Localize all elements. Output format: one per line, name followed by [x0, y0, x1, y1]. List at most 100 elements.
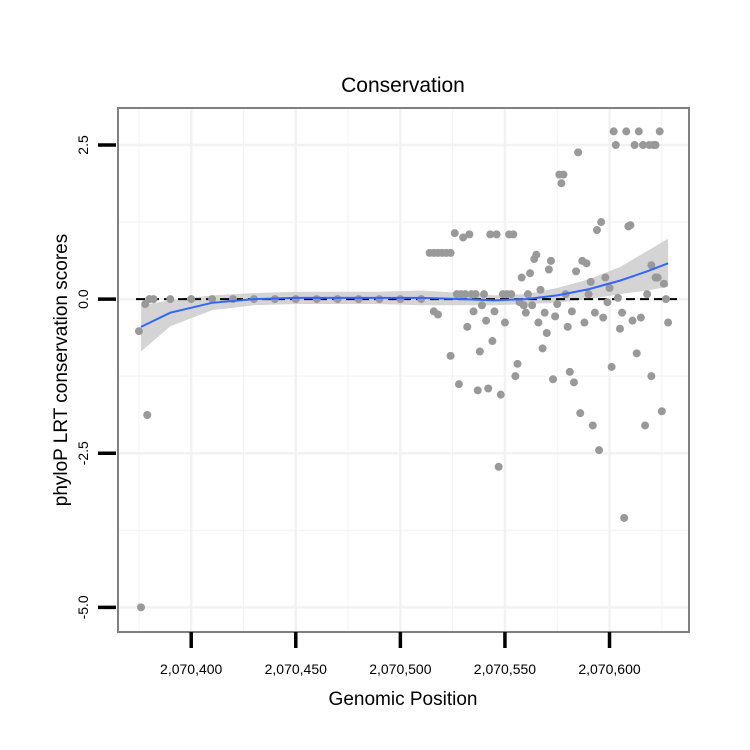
data-point: [664, 318, 673, 327]
data-point: [354, 295, 363, 304]
data-point: [620, 513, 629, 522]
data-point: [536, 285, 545, 294]
data-point: [482, 316, 491, 325]
data-point: [559, 170, 568, 179]
x-tick-label: 2,070,400: [160, 661, 222, 677]
data-point: [291, 295, 300, 304]
data-point: [638, 140, 647, 149]
data-point: [459, 233, 468, 242]
data-point: [540, 308, 549, 317]
data-point: [622, 127, 631, 136]
data-point: [523, 290, 532, 299]
data-point: [496, 390, 505, 399]
data-point: [611, 140, 620, 149]
data-point: [166, 295, 175, 304]
data-point: [532, 250, 541, 259]
x-tick-label: 2,070,550: [474, 661, 536, 677]
data-point: [655, 127, 664, 136]
data-point: [333, 295, 342, 304]
data-point: [628, 316, 637, 325]
smooth-line-layer: [140, 262, 669, 328]
data-point: [208, 295, 217, 304]
data-point: [553, 300, 562, 309]
data-point: [507, 290, 516, 299]
data-point: [484, 384, 493, 393]
data-point: [187, 295, 196, 304]
data-points: [134, 127, 673, 612]
data-point: [603, 298, 612, 307]
data-point: [534, 318, 543, 327]
y-tick-label: -2.5: [75, 441, 91, 465]
data-point: [592, 226, 601, 235]
data-point: [599, 313, 608, 322]
data-point: [651, 140, 660, 149]
data-point: [513, 359, 522, 368]
data-point: [549, 375, 558, 384]
data-point: [143, 411, 152, 420]
x-tick-label: 2,070,450: [265, 661, 327, 677]
data-point: [567, 307, 576, 316]
data-point: [471, 290, 480, 299]
data-point: [473, 386, 482, 395]
data-point: [475, 347, 484, 356]
smooth-line: [140, 262, 669, 328]
y-axis-label: phyloP LRT conservation scores: [51, 234, 72, 507]
data-point: [417, 295, 426, 304]
data-point: [480, 290, 489, 299]
data-point: [542, 329, 551, 338]
data-point: [519, 301, 528, 310]
data-point: [521, 308, 530, 317]
confidence-band-layer: [141, 238, 669, 352]
data-point: [618, 308, 627, 317]
data-point: [565, 367, 574, 376]
data-point: [149, 295, 158, 304]
data-point: [463, 322, 472, 331]
data-point: [615, 324, 624, 333]
data-point: [450, 229, 459, 238]
data-point: [582, 259, 591, 268]
data-point: [647, 261, 656, 270]
data-point: [490, 307, 499, 316]
confidence-band: [141, 238, 669, 352]
data-point: [661, 295, 670, 304]
data-point: [486, 230, 495, 239]
grid-lines: [118, 108, 689, 632]
data-point: [634, 127, 643, 136]
data-point: [613, 293, 622, 302]
data-point: [574, 148, 583, 157]
data-point: [461, 290, 470, 299]
y-tick-label: -5.0: [75, 595, 91, 619]
data-point: [528, 301, 537, 310]
data-point: [584, 290, 593, 299]
data-point: [446, 351, 455, 360]
data-point: [492, 230, 501, 239]
y-tick-label: 2.5: [75, 135, 91, 155]
data-point: [546, 256, 555, 265]
data-point: [538, 344, 547, 353]
data-point: [572, 267, 581, 276]
data-point: [580, 318, 589, 327]
data-point: [643, 290, 652, 299]
x-axis-ticks: 2,070,400 2,070,450 2,070,500 2,070,550 2,07…: [160, 632, 641, 677]
data-point: [569, 378, 578, 387]
data-point: [626, 221, 635, 230]
data-point: [586, 277, 595, 286]
data-point: [465, 230, 474, 239]
x-tick-label: 2,070,600: [578, 661, 640, 677]
data-point: [641, 421, 650, 430]
data-point: [477, 301, 486, 310]
data-point: [597, 218, 606, 227]
data-point: [396, 295, 405, 304]
data-point: [605, 284, 614, 293]
data-point: [590, 308, 599, 317]
data-point: [375, 295, 384, 304]
data-point: [454, 380, 463, 389]
data-point: [551, 312, 560, 321]
data-point: [494, 462, 503, 471]
y-axis-ticks: 2.5 0.0 -2.5 -5.0: [75, 135, 116, 619]
data-point: [509, 230, 518, 239]
data-point: [647, 372, 656, 381]
data-point: [557, 179, 566, 188]
data-point: [469, 307, 478, 316]
